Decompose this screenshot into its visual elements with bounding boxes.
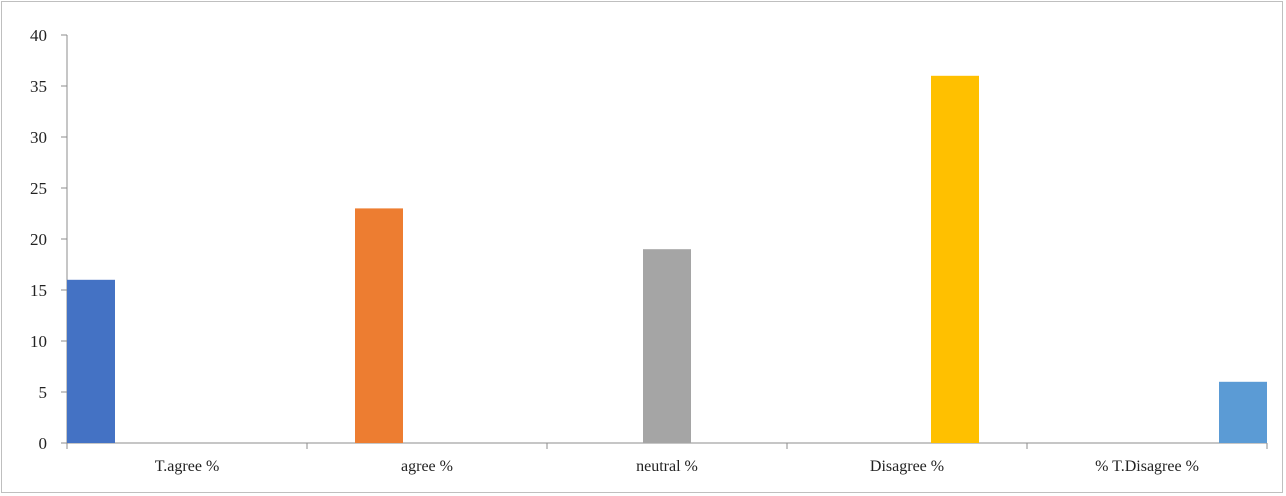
y-tick-label: 35	[30, 77, 47, 96]
x-category-label: neutral %	[636, 458, 698, 475]
x-category-label: % T.Disagree %	[1095, 458, 1199, 475]
y-tick-label: 20	[30, 230, 47, 249]
x-category-label: Disagree %	[870, 458, 944, 475]
y-tick-label: 0	[39, 434, 48, 453]
y-axis: 0 5 10 15 20 25 30 35 40	[30, 26, 68, 453]
y-tick-label: 30	[30, 128, 47, 147]
y-tick-label: 40	[30, 26, 47, 45]
x-category-label: agree %	[401, 458, 453, 475]
bars	[67, 75, 1267, 444]
y-tick-label: 5	[39, 383, 48, 402]
bar	[67, 279, 115, 443]
x-axis	[66, 442, 1268, 449]
bar	[643, 249, 691, 443]
x-category-label: T.agree %	[155, 458, 220, 475]
y-tick-label: 15	[30, 281, 47, 300]
y-tick-label: 25	[30, 179, 47, 198]
category-labels: T.agree % agree % neutral % Disagree % % T.D…	[155, 458, 1199, 475]
y-tick-label: 10	[30, 332, 47, 351]
bar	[931, 75, 979, 444]
bar	[1219, 381, 1267, 443]
bar	[355, 208, 403, 443]
